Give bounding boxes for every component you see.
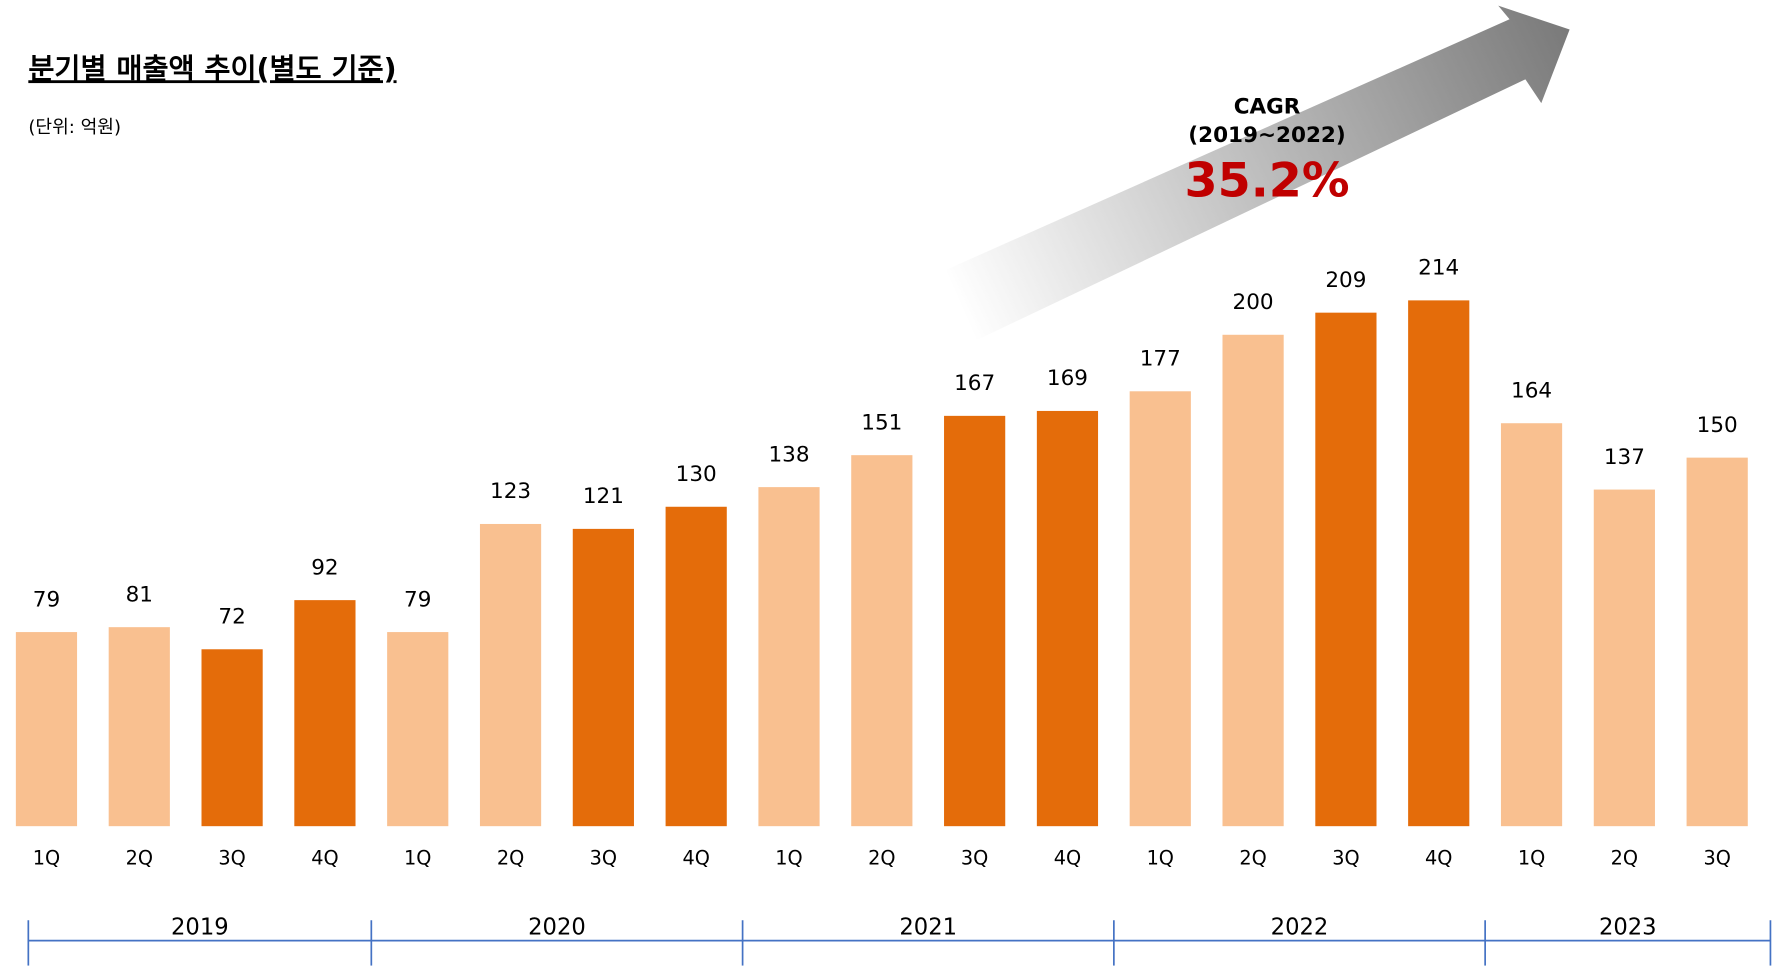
value-label: 177 — [1140, 347, 1181, 372]
bar — [479, 523, 542, 827]
value-label: 200 — [1233, 290, 1274, 315]
x-tick-label: 3Q — [1703, 847, 1730, 870]
bar — [1129, 391, 1191, 827]
x-tick-label: 4Q — [311, 847, 338, 870]
value-label: 130 — [676, 462, 717, 487]
cagr-period: (2019~2022) — [1188, 123, 1345, 148]
chart-title: 분기별 매출액 추이(별도 기준) — [28, 52, 396, 85]
year-label: 2020 — [528, 915, 586, 941]
year-label: 2021 — [899, 915, 957, 941]
value-label: 150 — [1697, 413, 1738, 438]
bar — [1593, 489, 1655, 827]
x-tick-label: 1Q — [404, 847, 431, 870]
x-tick-label: 4Q — [1425, 847, 1452, 870]
bar — [572, 528, 634, 827]
x-tick-label: 1Q — [1147, 847, 1174, 870]
bar — [387, 632, 449, 827]
value-label: 92 — [311, 555, 338, 580]
value-label: 138 — [768, 442, 809, 467]
value-label: 137 — [1604, 445, 1645, 470]
value-label: 72 — [218, 605, 245, 630]
value-label: 169 — [1047, 366, 1088, 391]
x-tick-label: 1Q — [775, 847, 802, 870]
x-tick-label: 2Q — [126, 847, 153, 870]
bar — [1036, 410, 1099, 827]
x-tick-label: 1Q — [33, 847, 60, 870]
value-label: 167 — [954, 371, 995, 396]
x-tick-label: 3Q — [218, 847, 245, 870]
bar — [201, 649, 263, 827]
bar — [758, 487, 820, 827]
bar — [851, 455, 913, 827]
year-label: 2022 — [1271, 915, 1329, 941]
value-label: 209 — [1325, 268, 1366, 293]
unit-label: (단위: 억원) — [28, 117, 121, 138]
value-label: 121 — [583, 484, 624, 509]
x-tick-label: 2Q — [868, 847, 895, 870]
bar — [1408, 300, 1470, 827]
value-label: 79 — [33, 587, 60, 612]
x-tick-label: 3Q — [1332, 847, 1359, 870]
x-tick-label: 2Q — [497, 847, 524, 870]
bar — [944, 415, 1006, 827]
value-label: 164 — [1511, 378, 1552, 403]
x-tick-label: 4Q — [682, 847, 709, 870]
x-tick-label: 2Q — [1611, 847, 1638, 870]
value-label: 151 — [861, 410, 902, 435]
bar — [1315, 312, 1377, 827]
x-tick-label: 2Q — [1239, 847, 1266, 870]
value-label: 214 — [1418, 256, 1459, 281]
growth-arrow — [946, 5, 1570, 340]
x-tick-label: 4Q — [1054, 847, 1081, 870]
x-tick-label: 3Q — [590, 847, 617, 870]
year-label: 2019 — [171, 915, 229, 941]
cagr-label: CAGR — [1234, 95, 1301, 120]
value-label: 123 — [490, 479, 531, 504]
value-label: 81 — [126, 582, 153, 607]
bar — [1222, 334, 1284, 827]
bar — [15, 632, 78, 827]
bar — [665, 506, 727, 827]
bar — [1500, 423, 1563, 827]
value-label: 79 — [404, 587, 431, 612]
year-label: 2023 — [1599, 915, 1657, 941]
x-tick-label: 3Q — [961, 847, 988, 870]
bar — [108, 627, 170, 827]
x-tick-label: 1Q — [1518, 847, 1545, 870]
bar — [1686, 457, 1748, 827]
bar — [294, 600, 356, 827]
cagr-rate: 35.2% — [1184, 154, 1349, 209]
